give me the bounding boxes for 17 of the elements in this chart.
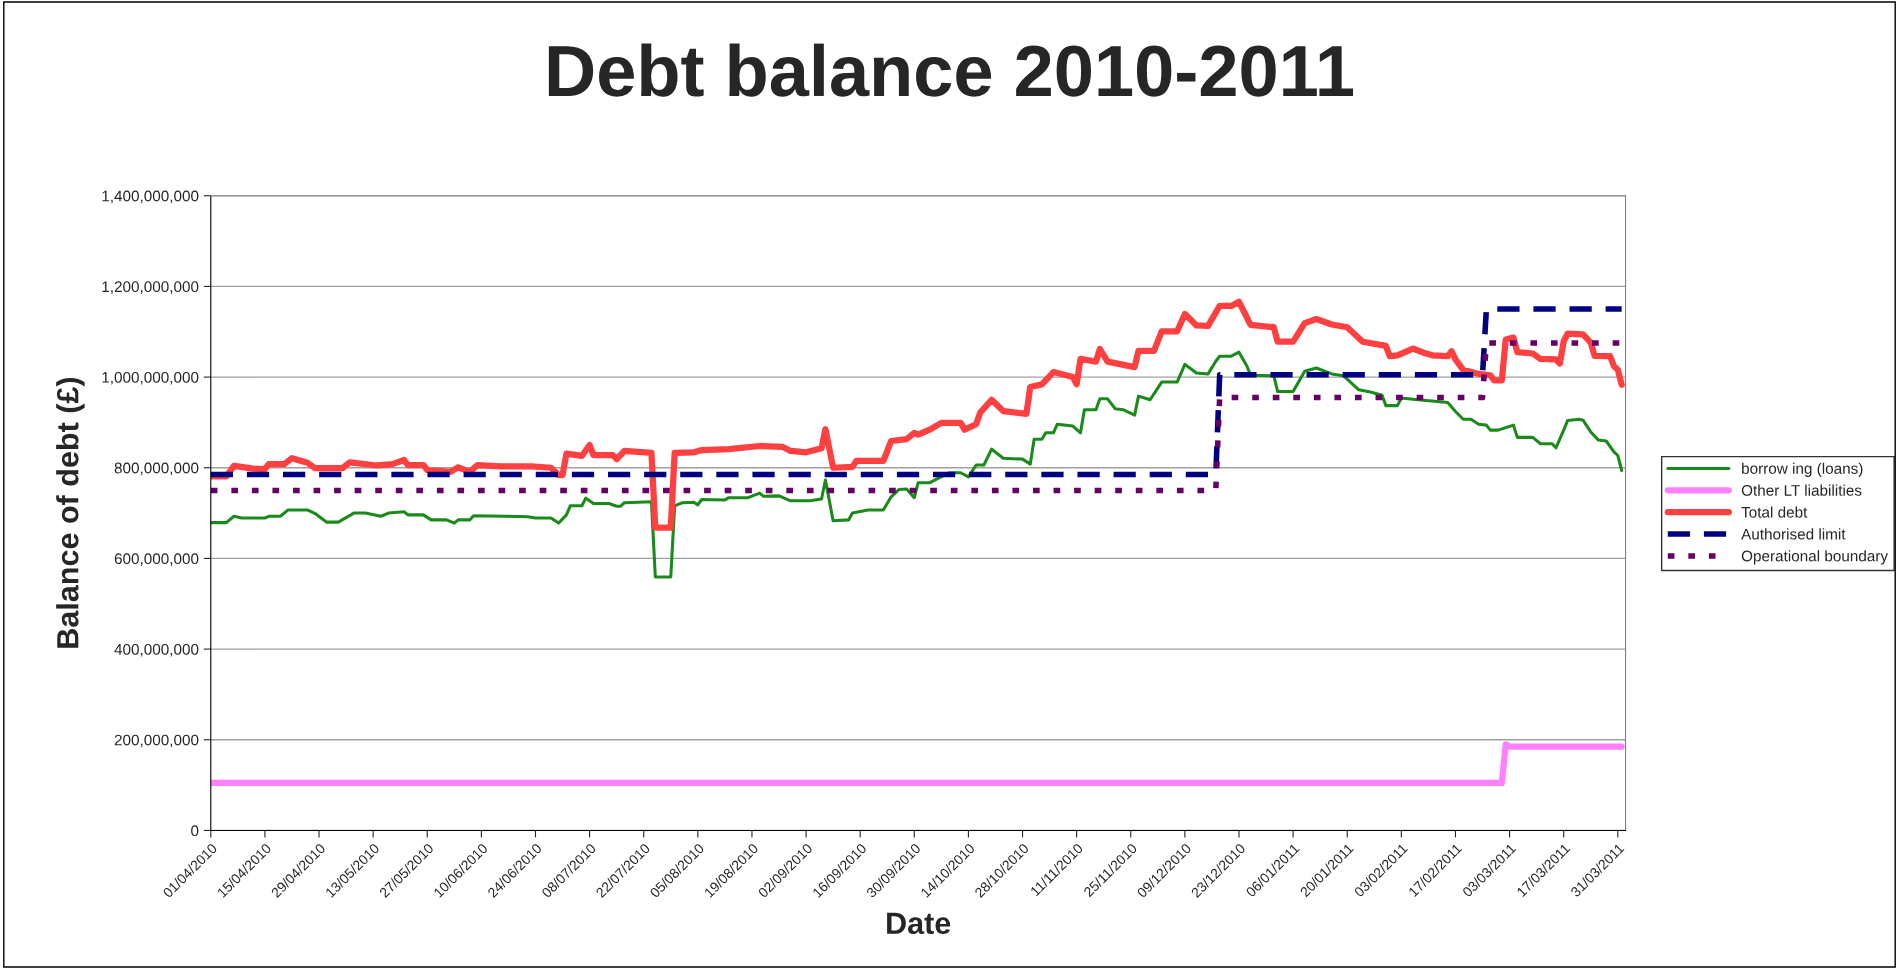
y-tick-label: 1,000,000,000 xyxy=(102,371,199,385)
y-tick-label: 1,200,000,000 xyxy=(102,281,199,294)
y-tick-label: 400,000,000 xyxy=(114,643,199,657)
y-tick-label: 1,400,000,000 xyxy=(102,190,199,204)
y-tick-label: 800,000,000 xyxy=(114,462,199,476)
x-axis-title: Date xyxy=(887,912,951,935)
legend-label: Total debt xyxy=(1741,506,1808,518)
legend-label: Operational boundary xyxy=(1741,550,1889,565)
y-axis-title: Balance of debt (£) xyxy=(56,377,85,648)
legend-label: borrow ing (loans) xyxy=(1742,462,1863,477)
y-tick-label: 600,000,000 xyxy=(114,553,199,566)
line-series xyxy=(210,350,1624,579)
legend-label: Other LT liabilities xyxy=(1741,484,1862,496)
y-tick-label: 200,000,000 xyxy=(114,734,199,748)
y-tick-label: 0 xyxy=(191,825,199,837)
legend-label: Authorised limit xyxy=(1741,528,1846,540)
chart-title: Debt balance 2010-2011 xyxy=(548,43,1354,97)
